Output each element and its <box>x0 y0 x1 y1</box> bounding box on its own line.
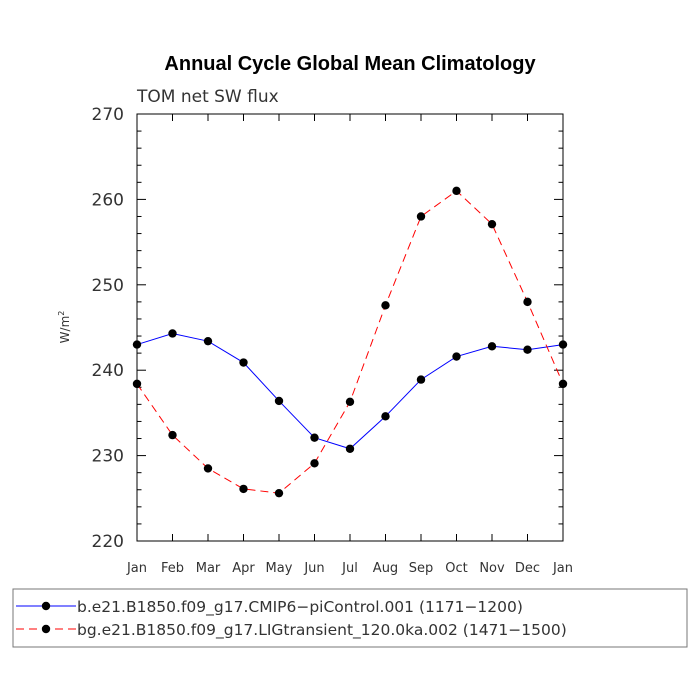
x-tick-label: Nov <box>479 561 505 576</box>
series-2-point <box>381 301 390 310</box>
series-2-point <box>452 186 461 196</box>
series-1-point <box>381 412 390 421</box>
series-1-point <box>345 444 355 453</box>
series-2-point <box>416 212 426 221</box>
series-2-point <box>558 379 568 389</box>
series-2-point <box>274 488 284 498</box>
series-2-point <box>487 219 497 229</box>
y-tick-label: 240 <box>92 361 124 381</box>
y-tick-label: 250 <box>92 276 124 296</box>
series-1-point <box>203 336 213 346</box>
x-tick-label: Apr <box>232 561 255 576</box>
y-tick-label: 220 <box>92 532 124 552</box>
x-tick-label: Jan <box>552 561 573 576</box>
series-1-point <box>239 358 248 367</box>
x-tick-label: Mar <box>196 561 221 576</box>
series-1-point <box>310 433 319 442</box>
legend-label-2: bg.e21.B1850.f09_g17.LIGtransient_120.0k… <box>77 621 567 640</box>
x-tick-label: Sep <box>409 561 434 576</box>
series-2-point <box>310 459 319 468</box>
x-tick-label: Feb <box>161 561 184 576</box>
series-2-point <box>239 484 248 494</box>
series-2-point <box>168 430 177 440</box>
x-tick-label: Dec <box>515 561 540 576</box>
y-tick-label: 270 <box>92 105 124 125</box>
y-tick-label: 230 <box>92 447 124 467</box>
y-axis-label-unit: W/m <box>58 316 72 344</box>
legend: b.e21.B1850.f09_g17.CMIP6−piControl.001 … <box>12 588 688 648</box>
chart-title: Annual Cycle Global Mean Climatology <box>164 53 536 75</box>
series-1-point <box>452 352 461 361</box>
x-tick-label: Jul <box>341 561 358 576</box>
series-1-point <box>523 345 532 354</box>
legend-marker-1 <box>41 601 51 611</box>
series-1-point <box>132 340 142 349</box>
chart-subtitle: TOM net SW flux <box>136 87 279 107</box>
x-tick-label: Jan <box>126 561 147 576</box>
legend-box <box>12 588 688 648</box>
series-1-point <box>487 342 497 351</box>
y-axis-label: W/m2 <box>57 311 72 344</box>
series-1-point <box>168 329 177 338</box>
series-2-point <box>345 397 355 406</box>
series-line-1 <box>136 332 564 450</box>
series-1-point <box>558 340 568 349</box>
plot-area: 220 230 240 250 260 270 Jan Feb Mar Apr May Jun Jul A… <box>92 105 573 576</box>
y-tick-label: 260 <box>92 190 124 210</box>
y-axis-label-exponent: 2 <box>57 311 66 316</box>
plot-frame <box>136 113 564 542</box>
legend-label-1: b.e21.B1850.f09_g17.CMIP6−piControl.001 … <box>77 598 523 617</box>
x-tick-label: Oct <box>445 561 467 576</box>
legend-marker-2 <box>41 624 51 634</box>
x-tick-label: Jun <box>303 561 324 576</box>
series-1-point <box>416 375 426 384</box>
series-2-point <box>132 379 142 389</box>
series-1-point <box>274 396 284 406</box>
x-tick-label: May <box>266 561 293 576</box>
series-2-point <box>203 464 213 473</box>
series-2-point <box>523 297 532 307</box>
x-tick-label: Aug <box>373 561 398 576</box>
